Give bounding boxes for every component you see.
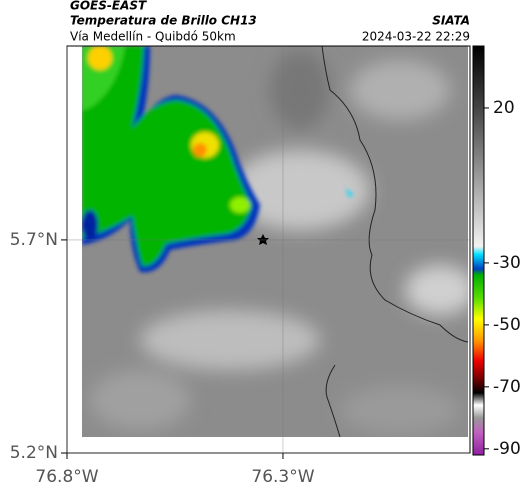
y-tick-label: 5.7°N bbox=[10, 230, 58, 250]
colorbar-tick-label: -70 bbox=[493, 377, 521, 397]
colorbar-tick-label: -90 bbox=[493, 439, 521, 459]
colorbar-tick-label: -30 bbox=[493, 253, 521, 273]
colorbar-tick-label: -50 bbox=[493, 315, 521, 335]
source: SIATA bbox=[432, 14, 470, 28]
title: GOES-EAST bbox=[70, 0, 147, 13]
satellite-image bbox=[82, 46, 468, 437]
colorbar bbox=[472, 45, 485, 456]
subtitle: Temperatura de Brillo CH13 bbox=[70, 14, 257, 28]
timestamp: 2024-03-22 22:29 bbox=[362, 30, 470, 44]
y-tick-label: 5.2°N bbox=[10, 443, 58, 463]
x-tick-label: 76.8°W bbox=[35, 467, 98, 487]
x-tick-label: 76.3°W bbox=[251, 467, 314, 487]
colorbar-tick-label: 20 bbox=[493, 98, 515, 118]
caption: Vía Medellín - Quibdó 50km bbox=[70, 30, 236, 44]
